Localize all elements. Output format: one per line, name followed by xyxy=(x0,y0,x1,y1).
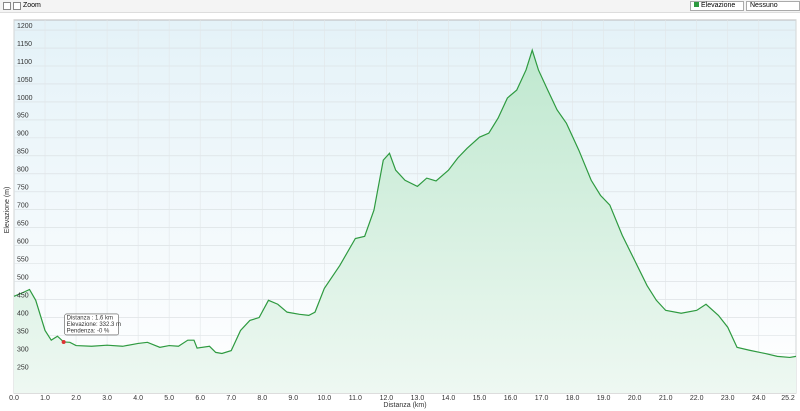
y-tick-label: 600 xyxy=(17,239,29,246)
x-tick-label: 13.0 xyxy=(411,395,425,402)
x-tick-label: 0.0 xyxy=(9,395,19,402)
x-tick-label: 2.0 xyxy=(71,395,81,402)
x-tick-label: 16.0 xyxy=(504,395,518,402)
y-axis-title: Elevazione (m) xyxy=(4,187,11,234)
x-tick-label: 4.0 xyxy=(133,395,143,402)
x-tick-label: 12.0 xyxy=(380,395,394,402)
x-tick-label: 11.0 xyxy=(349,395,362,402)
zoom-label: Zoom xyxy=(23,2,41,9)
checkbox[interactable] xyxy=(3,2,11,10)
x-tick-label: 3.0 xyxy=(102,395,112,402)
x-tick-label: 25.2 xyxy=(781,395,795,402)
y-tick-label: 300 xyxy=(17,346,29,353)
select-text: Elevazione xyxy=(701,2,736,9)
x-tick-label: 20.0 xyxy=(628,395,642,402)
tooltip-text: Elevazione: 332.3 m xyxy=(67,322,121,328)
checkbox[interactable] xyxy=(13,2,21,10)
x-tick-label: 9.0 xyxy=(288,395,298,402)
y-tick-label: 550 xyxy=(17,256,29,263)
y-tick-label: 850 xyxy=(17,149,29,156)
tooltip-box xyxy=(64,313,119,336)
secondary-select[interactable]: Nessuno xyxy=(746,1,800,11)
x-tick-label: 21.0 xyxy=(659,395,673,402)
y-tick-label: 500 xyxy=(17,274,29,281)
y-tick-label: 400 xyxy=(17,310,29,317)
y-tick-label: 1050 xyxy=(17,77,33,84)
x-tick-label: 8.0 xyxy=(257,395,267,402)
x-tick-label: 24.0 xyxy=(752,395,766,402)
y-tick-label: 450 xyxy=(17,292,29,299)
y-tick-label: 800 xyxy=(17,167,29,174)
y-tick-label: 250 xyxy=(17,364,29,371)
x-tick-label: 17.0 xyxy=(535,395,549,402)
x-tick-label: 7.0 xyxy=(226,395,236,402)
y-tick-label: 950 xyxy=(17,113,29,120)
y-tick-label: 700 xyxy=(17,203,29,210)
area-fill xyxy=(14,50,796,394)
x-tick-label: 5.0 xyxy=(164,395,174,402)
y-tick-label: 1200 xyxy=(17,23,33,30)
y-tick-label: 1100 xyxy=(17,59,32,66)
x-tick-label: 18.0 xyxy=(566,395,580,402)
y-tick-label: 1000 xyxy=(17,95,33,102)
x-tick-label: 1.0 xyxy=(40,395,50,402)
y-tick-label: 900 xyxy=(17,131,29,138)
y-tick-label: 350 xyxy=(17,328,29,335)
x-tick-label: 19.0 xyxy=(597,395,611,402)
x-tick-label: 6.0 xyxy=(195,395,205,402)
tooltip-text: Distanza : 1.6 km xyxy=(67,316,113,322)
x-tick-label: 22.0 xyxy=(690,395,704,402)
tooltip-text: Pendenza: -0 % xyxy=(67,329,110,335)
y-tick-label: 1150 xyxy=(17,41,32,48)
x-axis-title: Distanza (km) xyxy=(383,402,426,409)
y-tick-label: 750 xyxy=(17,185,29,192)
x-tick-label: 15.0 xyxy=(473,395,487,402)
elevation-line xyxy=(13,48,797,359)
x-tick-label: 23.0 xyxy=(721,395,735,402)
hover-marker xyxy=(61,339,66,344)
x-tick-label: 14.0 xyxy=(442,395,456,402)
select-text: Nessuno xyxy=(750,2,778,9)
toolbar: Zoom Elevazione Nessuno xyxy=(0,0,800,13)
y-tick-label: 650 xyxy=(17,221,29,228)
x-tick-label: 10.0 xyxy=(318,395,332,402)
series-select[interactable]: Elevazione xyxy=(690,1,744,11)
